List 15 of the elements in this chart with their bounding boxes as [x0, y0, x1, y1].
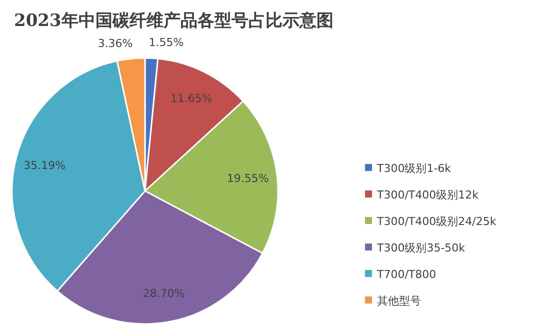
legend-label: T300级别1-6k [376, 162, 452, 175]
legend-label: 其他型号 [377, 294, 421, 308]
legend-label: T300级别35-50k [376, 242, 466, 254]
pie-slice [56, 190, 264, 325]
legend-label: T300/T400级别12k [376, 188, 480, 202]
data-label: 35.19% [24, 158, 66, 172]
data-label: 3.36% [98, 36, 133, 50]
legend-label: T700/T800 [376, 268, 436, 281]
data-label: 19.55% [226, 172, 269, 185]
chart-title: 2023年中国碳纤维产品各型号占比示意图 [14, 11, 334, 31]
pie-slice [116, 57, 146, 192]
legend-label: T300/T400级别24/25k [376, 215, 497, 228]
data-label: 1.55% [148, 36, 184, 50]
data-label: 28.70% [142, 287, 185, 300]
data-label: 11.65% [170, 92, 212, 106]
